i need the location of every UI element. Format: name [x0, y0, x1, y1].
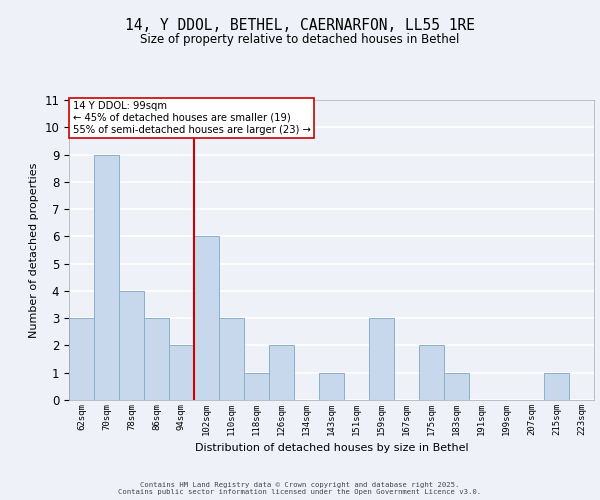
- Bar: [544, 372, 569, 400]
- Y-axis label: Number of detached properties: Number of detached properties: [29, 162, 39, 338]
- Text: Contains HM Land Registry data © Crown copyright and database right 2025.
Contai: Contains HM Land Registry data © Crown c…: [118, 482, 482, 495]
- Bar: [144, 318, 169, 400]
- Bar: [444, 372, 469, 400]
- Bar: [244, 372, 269, 400]
- Text: Size of property relative to detached houses in Bethel: Size of property relative to detached ho…: [140, 32, 460, 46]
- Bar: [119, 291, 144, 400]
- Bar: [94, 154, 119, 400]
- Text: 14, Y DDOL, BETHEL, CAERNARFON, LL55 1RE: 14, Y DDOL, BETHEL, CAERNARFON, LL55 1RE: [125, 18, 475, 32]
- Bar: [194, 236, 219, 400]
- Text: 14 Y DDOL: 99sqm
← 45% of detached houses are smaller (19)
55% of semi-detached : 14 Y DDOL: 99sqm ← 45% of detached house…: [73, 102, 311, 134]
- Bar: [319, 372, 344, 400]
- Bar: [269, 346, 294, 400]
- Bar: [369, 318, 394, 400]
- Bar: [69, 318, 94, 400]
- Bar: [169, 346, 194, 400]
- X-axis label: Distribution of detached houses by size in Bethel: Distribution of detached houses by size …: [194, 444, 469, 454]
- Bar: [419, 346, 444, 400]
- Bar: [219, 318, 244, 400]
